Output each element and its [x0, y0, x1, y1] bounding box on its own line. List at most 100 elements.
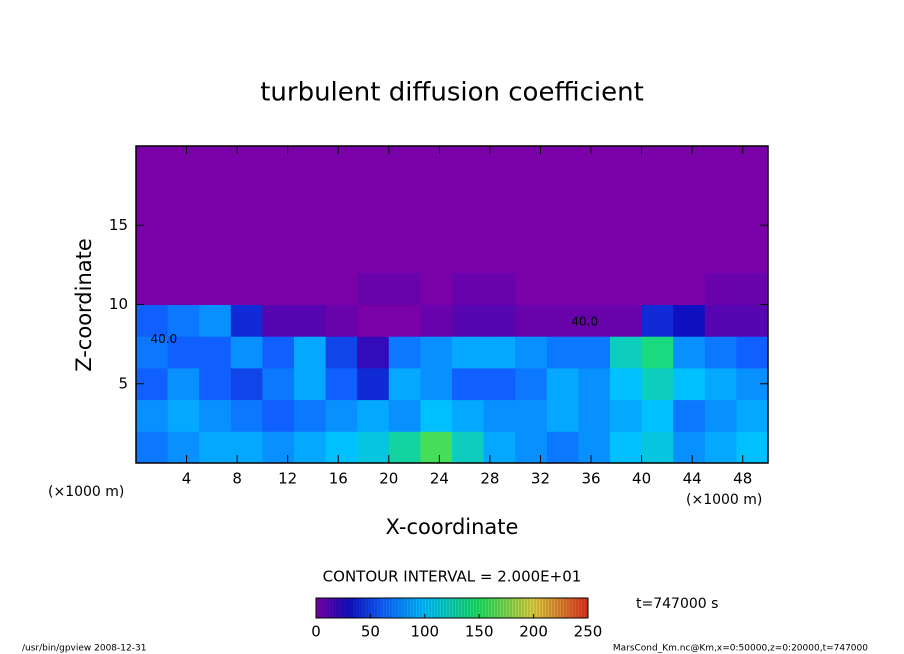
cell	[704, 431, 737, 463]
cell	[420, 241, 453, 274]
cell	[704, 177, 737, 210]
cell	[515, 399, 548, 432]
cell	[483, 177, 516, 210]
cell	[230, 367, 263, 401]
cell	[136, 177, 169, 210]
cell	[704, 272, 737, 305]
cell	[452, 146, 485, 179]
cell	[546, 304, 579, 337]
cell	[515, 431, 548, 463]
colorbar-tick-label: 100	[410, 623, 439, 641]
cell	[420, 272, 453, 305]
cell	[483, 367, 516, 401]
cell	[483, 209, 516, 242]
contour-label: 40.0	[571, 314, 598, 328]
cell	[546, 431, 579, 463]
cell	[704, 367, 737, 401]
y-tick-label: 10	[109, 295, 128, 313]
cell	[136, 272, 169, 305]
cell	[483, 272, 516, 305]
cell	[136, 399, 169, 432]
cell	[167, 431, 200, 463]
cell	[641, 272, 674, 305]
cell	[262, 241, 295, 274]
colorbar-tick-label: 50	[361, 623, 380, 641]
cell	[325, 399, 358, 432]
cell	[736, 336, 768, 369]
cell	[673, 336, 706, 369]
cell	[136, 336, 169, 369]
cell	[704, 304, 737, 337]
cell	[736, 304, 768, 337]
cell	[515, 304, 548, 337]
cell	[199, 367, 232, 401]
cell	[578, 367, 611, 401]
cell	[452, 304, 485, 337]
cell	[388, 241, 421, 274]
cell	[199, 431, 232, 463]
cell	[515, 177, 548, 210]
cell	[578, 431, 611, 463]
cell	[294, 336, 327, 369]
cell	[704, 146, 737, 179]
cell	[673, 431, 706, 463]
cell	[262, 146, 295, 179]
cell	[546, 336, 579, 369]
cell	[357, 367, 390, 401]
cell	[452, 431, 485, 463]
cell	[262, 177, 295, 210]
cell	[167, 209, 200, 242]
cell	[325, 241, 358, 274]
cell	[294, 399, 327, 432]
cell	[230, 399, 263, 432]
cell	[420, 209, 453, 242]
cell	[357, 209, 390, 242]
colorbar-segment	[424, 598, 480, 618]
cell	[167, 272, 200, 305]
cell	[673, 304, 706, 337]
cell	[610, 146, 643, 179]
x-axis-label: X-coordinate	[386, 515, 519, 539]
cell	[357, 336, 390, 369]
cell	[546, 146, 579, 179]
cell	[452, 241, 485, 274]
cell	[388, 177, 421, 210]
cell	[167, 241, 200, 274]
cell	[673, 241, 706, 274]
cell	[546, 399, 579, 432]
cell	[515, 209, 548, 242]
cell	[420, 431, 453, 463]
cell	[610, 367, 643, 401]
cell	[515, 272, 548, 305]
cell	[357, 431, 390, 463]
colorbar-segment	[381, 598, 426, 618]
colorbar-tick-label: 250	[574, 623, 603, 641]
cell	[199, 177, 232, 210]
x-tick-label: 40	[632, 470, 651, 488]
x-tick-label: 12	[278, 470, 297, 488]
cell	[483, 304, 516, 337]
cell	[167, 399, 200, 432]
cell	[294, 146, 327, 179]
cell	[515, 336, 548, 369]
colorbar-segment	[533, 598, 589, 618]
cell	[673, 146, 706, 179]
cell	[262, 272, 295, 305]
cell	[136, 431, 169, 463]
chart-title: turbulent diffusion coefficient	[260, 78, 644, 108]
cell	[546, 367, 579, 401]
cell	[736, 177, 768, 210]
cell	[199, 336, 232, 369]
cell	[167, 336, 200, 369]
cell	[325, 272, 358, 305]
cell	[388, 272, 421, 305]
cell	[136, 146, 169, 179]
x-tick-label: 44	[683, 470, 702, 488]
colorbar-segment	[348, 598, 382, 618]
cell	[420, 146, 453, 179]
colorbar-segment	[479, 598, 535, 618]
footer-right: MarsCond_Km.nc@Km,x=0:50000,z=0:20000,t=…	[613, 644, 868, 654]
cell	[294, 431, 327, 463]
colorbar-tick-label: 0	[311, 623, 321, 641]
cell	[262, 209, 295, 242]
